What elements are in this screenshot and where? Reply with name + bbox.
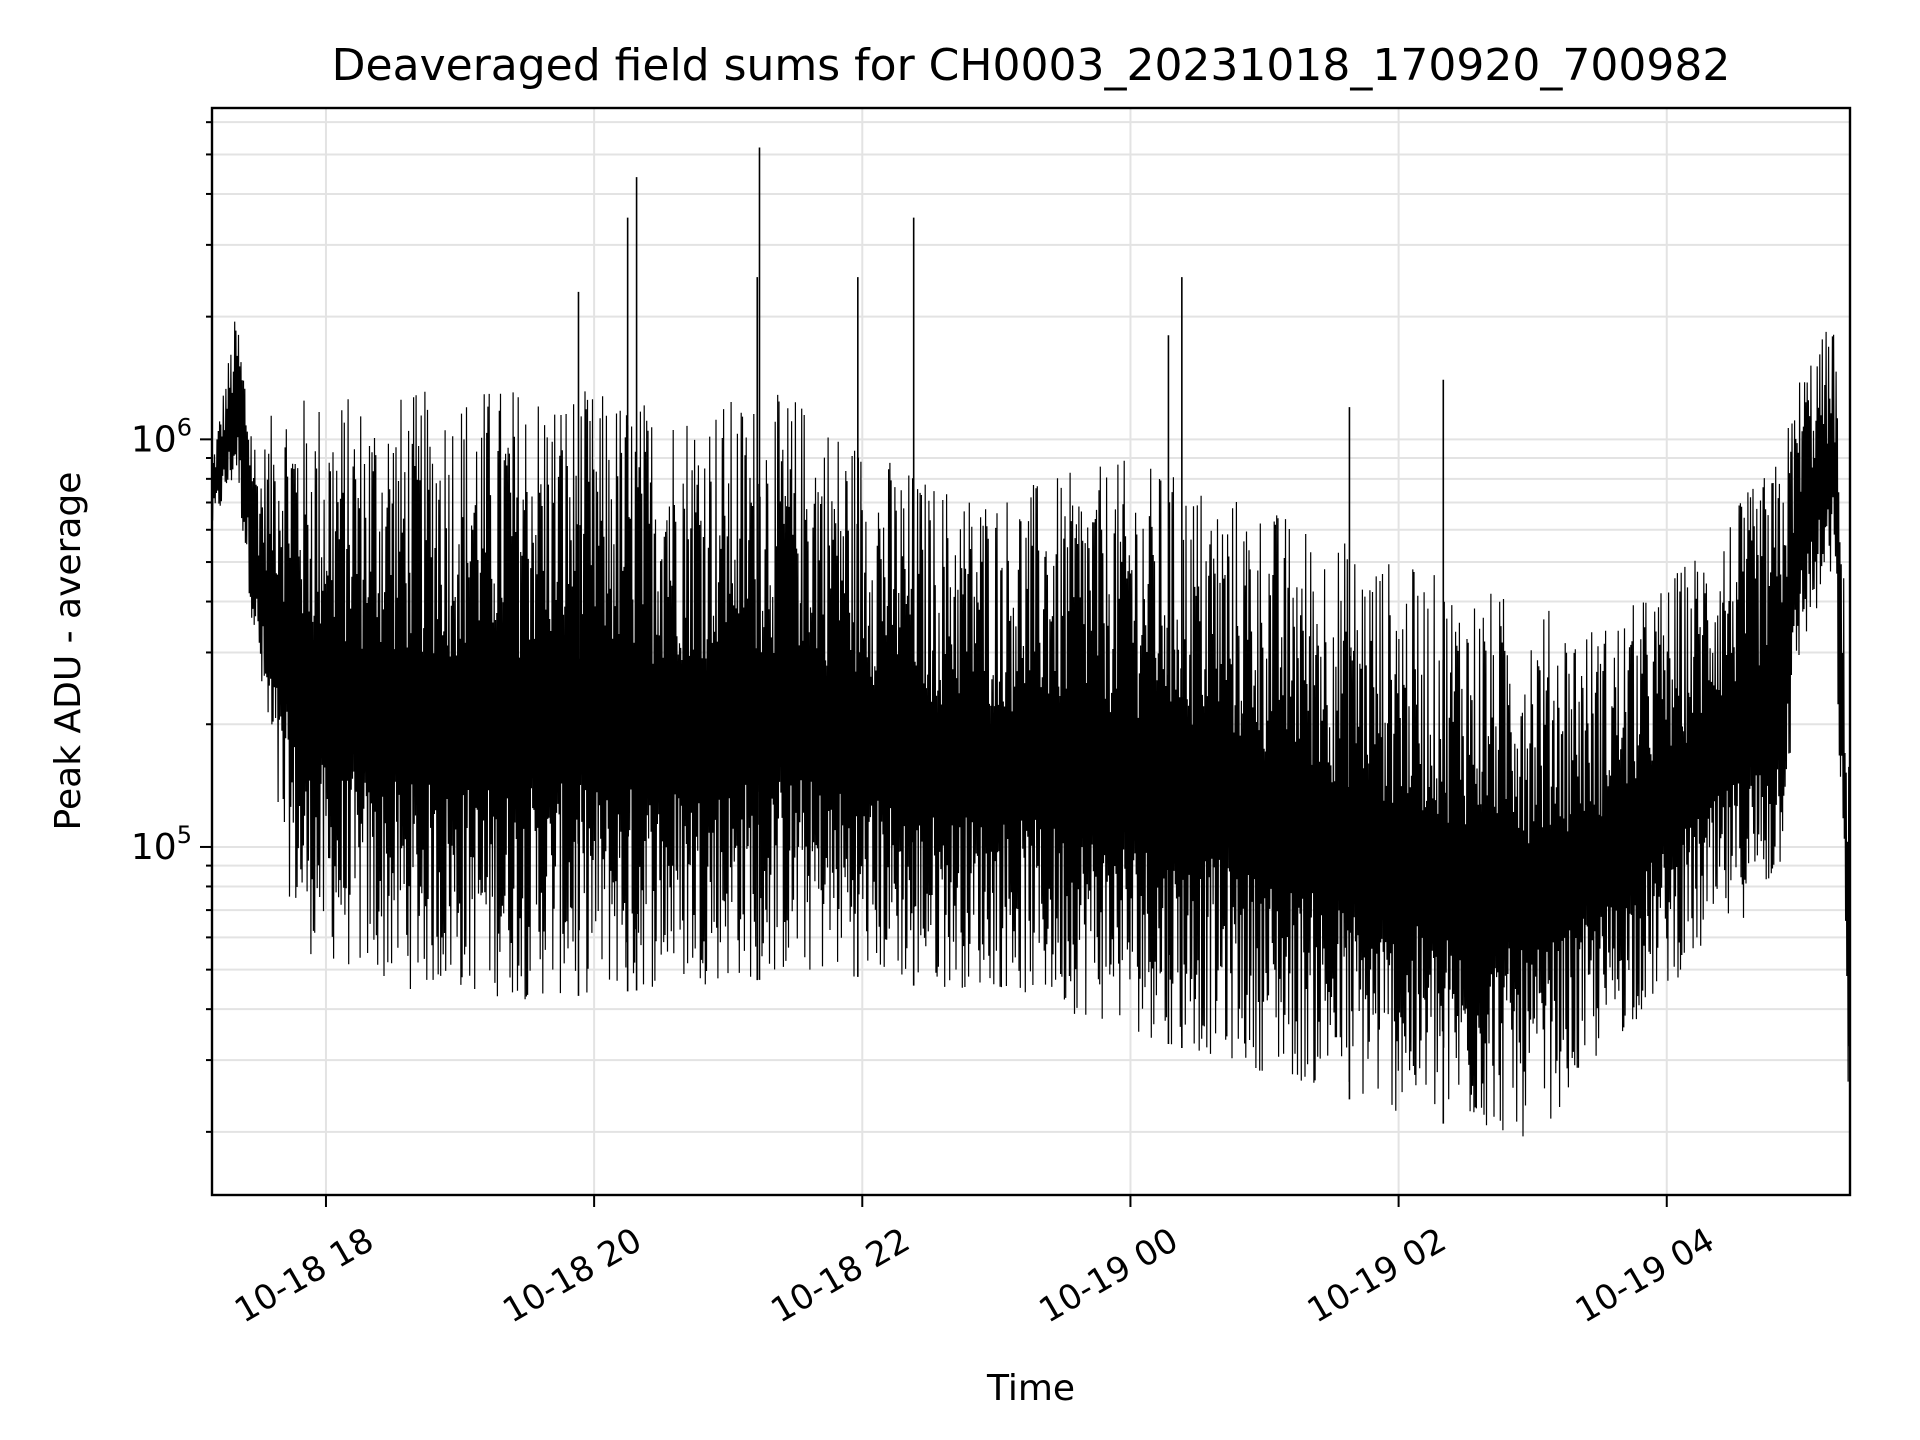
plot-frame (210, 106, 1852, 1197)
y-axis-ticks: 105 106 (131, 413, 192, 868)
data-series (211, 147, 1851, 1137)
chart-title: Deaveraged field sums for CH0003_2023101… (332, 40, 1731, 91)
y-tick-label: 106 (131, 413, 192, 460)
y-axis-label: Peak ADU - average (48, 472, 89, 831)
series-line (211, 321, 1851, 1137)
y-tick-label: 105 (131, 821, 192, 868)
x-axis-label: Time (986, 1368, 1075, 1409)
